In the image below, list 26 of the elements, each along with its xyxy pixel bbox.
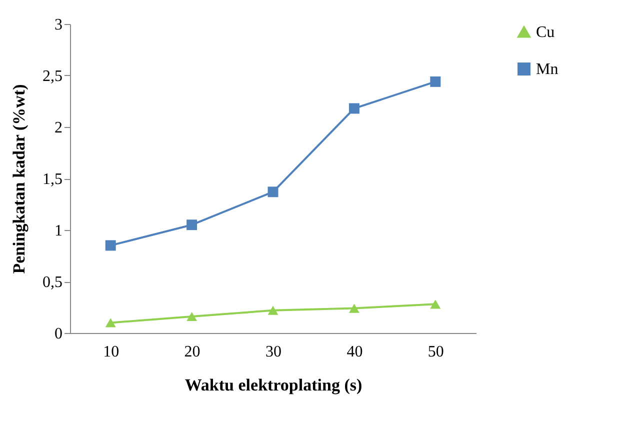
- y-tick-label: 0: [54, 326, 62, 342]
- x-tick-label: 20: [184, 344, 200, 360]
- point: [268, 186, 278, 198]
- point: [430, 76, 441, 87]
- point: [186, 312, 198, 322]
- legend-label: Mn: [536, 61, 558, 78]
- y-tick-label: 2: [54, 120, 62, 136]
- legend-label: Cu: [536, 24, 555, 41]
- point: [430, 300, 441, 309]
- point: [348, 103, 360, 114]
- y-tick-label: 1,5: [42, 171, 62, 188]
- point: [105, 240, 116, 251]
- y-tick-label: 2,5: [42, 68, 62, 85]
- x-tick-label: 30: [266, 344, 282, 360]
- x-tick-label: 10: [103, 344, 120, 360]
- point: [268, 306, 278, 315]
- point: [105, 318, 116, 328]
- point: [186, 220, 198, 230]
- y-axis-title: Peningkatan kadar (%wt): [10, 84, 28, 274]
- point: [348, 304, 360, 313]
- y-tick-label: 3: [54, 16, 62, 34]
- x-tick-label: 40: [346, 344, 363, 360]
- y-tick-label: 1: [54, 222, 62, 240]
- x-tick-label: 50: [428, 344, 444, 360]
- y-tick-label: 0,5: [42, 274, 62, 291]
- x-axis-title: Waktu elektroplating (s): [184, 376, 362, 394]
